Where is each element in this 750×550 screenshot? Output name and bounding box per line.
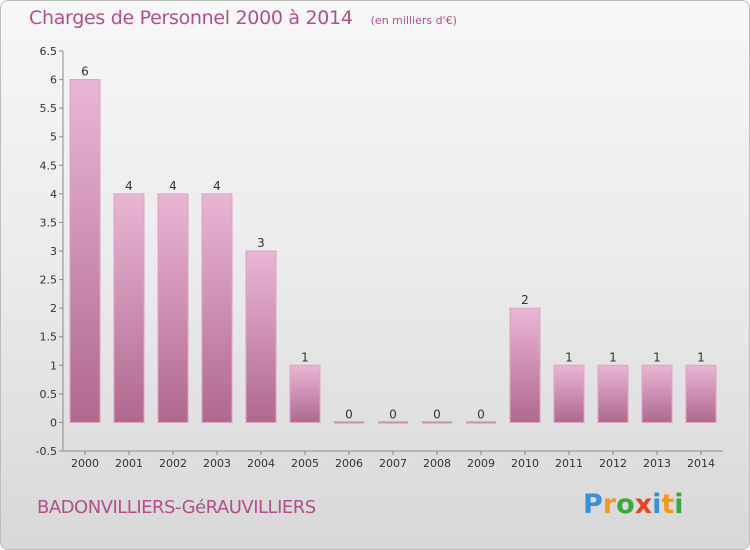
y-tick-label: 5 xyxy=(50,131,57,144)
bar-value-label: 0 xyxy=(477,407,485,421)
x-tick-label: 2010 xyxy=(511,457,539,470)
y-tick-label: -0.5 xyxy=(36,445,57,458)
y-tick-label: 2 xyxy=(50,302,57,315)
x-tick-label: 2004 xyxy=(247,457,275,470)
bar xyxy=(553,364,585,423)
chart-subtitle: (en milliers d'€) xyxy=(370,14,457,27)
x-tick-label: 2011 xyxy=(555,457,583,470)
bar-value-label: 4 xyxy=(213,179,221,193)
bar-value-label: 3 xyxy=(257,236,265,250)
bar xyxy=(378,421,408,424)
bar xyxy=(334,421,364,424)
bar-value-label: 1 xyxy=(301,350,309,364)
bar-value-label: 1 xyxy=(565,350,573,364)
title-row: Charges de Personnel 2000 à 2014 (en mill… xyxy=(29,7,457,29)
bar xyxy=(245,250,277,423)
bar xyxy=(685,364,717,423)
y-tick-label: 2.5 xyxy=(40,274,58,287)
x-tick-label: 2009 xyxy=(467,457,495,470)
bar-value-label: 0 xyxy=(389,407,397,421)
y-tick-label: 6 xyxy=(50,74,57,87)
x-tick-label: 2012 xyxy=(599,457,627,470)
x-tick-label: 2013 xyxy=(643,457,671,470)
y-tick-label: 3 xyxy=(50,245,57,258)
chart-title: Charges de Personnel 2000 à 2014 xyxy=(29,7,353,29)
bar-value-label: 4 xyxy=(169,179,177,193)
bar-value-label: 0 xyxy=(433,407,441,421)
bar xyxy=(113,193,145,423)
y-tick-label: 4 xyxy=(50,188,57,201)
y-tick-label: 1.5 xyxy=(40,331,58,344)
x-tick-label: 2007 xyxy=(379,457,407,470)
bar xyxy=(641,364,673,423)
bar xyxy=(289,364,321,423)
logo-letter: o xyxy=(616,489,635,520)
x-tick-label: 2008 xyxy=(423,457,451,470)
logo-letter: x xyxy=(634,489,653,520)
chart-value-labels: 6 4 4 4 3 1 0 0 0 0 2 1 1 1 1 xyxy=(81,65,705,422)
x-tick-label: 2014 xyxy=(687,457,715,470)
chart-bars xyxy=(69,79,717,424)
bar-value-label: 1 xyxy=(609,350,617,364)
y-tick-label: 1 xyxy=(50,359,57,372)
x-tick-label: 2006 xyxy=(335,457,363,470)
y-tick-label: 5.5 xyxy=(40,102,58,115)
y-tick-label: 0 xyxy=(50,416,57,429)
bar xyxy=(69,79,101,423)
x-tick-label: 2002 xyxy=(159,457,187,470)
y-tick-label: 4.5 xyxy=(40,159,58,172)
bar xyxy=(201,193,233,423)
bar-value-label: 2 xyxy=(521,293,529,307)
x-tick-label: 2005 xyxy=(291,457,319,470)
bar-value-label: 1 xyxy=(697,350,705,364)
bar xyxy=(157,193,189,423)
logo-letter: t xyxy=(661,489,675,520)
x-tick-label: 2001 xyxy=(115,457,143,470)
y-tick-label: 3.5 xyxy=(40,216,58,229)
x-tick-label: 2003 xyxy=(203,457,231,470)
bar-value-label: 0 xyxy=(345,407,353,421)
y-tick-label: 0.5 xyxy=(40,388,58,401)
bar xyxy=(422,421,452,424)
logo-letter: P xyxy=(583,489,603,520)
x-tick-label: 2000 xyxy=(71,457,99,470)
logo-letter: i xyxy=(652,489,662,520)
commune-name: BADONVILLIERS-GéRAUVILLIERS xyxy=(37,497,316,518)
bar-value-label: 4 xyxy=(125,179,133,193)
logo-letter: r xyxy=(602,489,617,520)
bar-value-label: 6 xyxy=(81,65,89,79)
proxiti-logo[interactable]: Proxiti xyxy=(583,489,684,520)
bar-value-label: 1 xyxy=(653,350,661,364)
bar xyxy=(466,421,496,424)
y-tick-label: 6.5 xyxy=(40,45,58,58)
logo-letter: i xyxy=(674,489,684,520)
bar xyxy=(509,307,541,423)
bar xyxy=(597,364,629,423)
